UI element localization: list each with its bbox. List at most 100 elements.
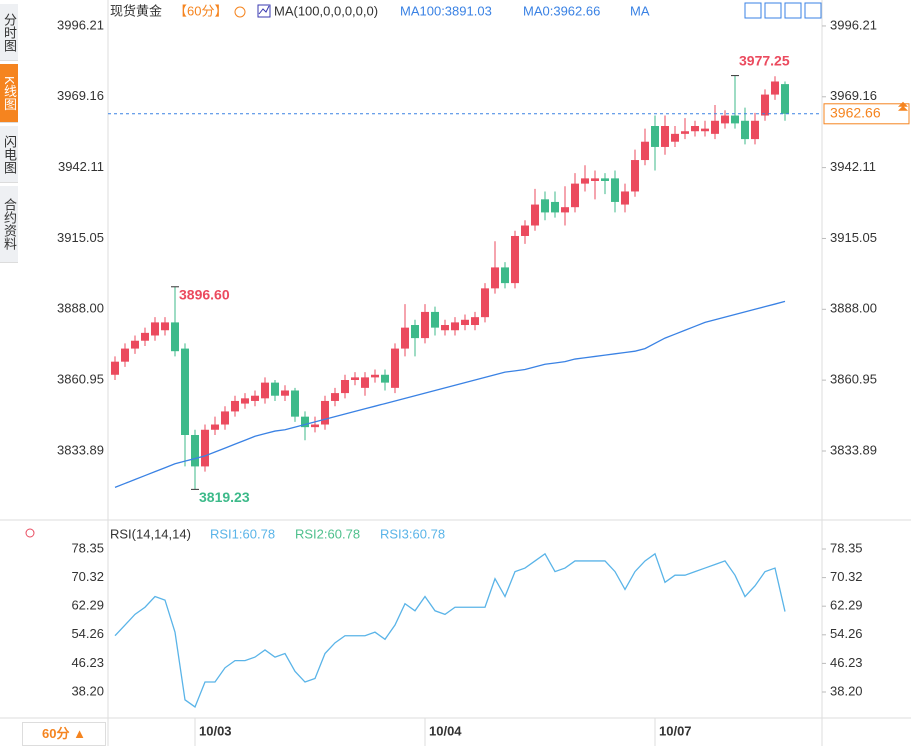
candle-body: [461, 319, 469, 326]
y-tick-label: 3942.11: [830, 159, 876, 174]
y-tick-label: 54.26: [71, 626, 104, 641]
y-tick-label: 3860.95: [57, 372, 104, 387]
candle-body: [761, 94, 769, 116]
candle-body: [271, 382, 279, 396]
y-tick-label: 3860.95: [830, 372, 877, 387]
candle-body: [661, 126, 669, 147]
candle-body: [391, 348, 399, 388]
y-tick-label: 3942.11: [58, 159, 104, 174]
candle-body: [261, 382, 269, 399]
candle-body: [521, 225, 529, 236]
indicator: MA(100,0,0,0,0,0): [274, 3, 378, 18]
rsi-title: RSI(14,14,14): [110, 526, 191, 541]
y-tick-label: 3996.21: [57, 17, 104, 32]
y-tick-label: 62.29: [830, 598, 863, 613]
y-tick-label: 38.20: [830, 683, 863, 698]
candle-body: [171, 322, 179, 352]
candle-body: [771, 81, 779, 95]
y-tick-label: 70.32: [830, 569, 863, 584]
candle-body: [221, 411, 229, 425]
candle-body: [501, 267, 509, 284]
y-tick-label: 3915.05: [830, 230, 877, 245]
y-tick-label: 38.20: [71, 683, 104, 698]
candle-body: [181, 348, 189, 435]
price-box: [823, 103, 910, 125]
legend-entry: RSI2:60.78: [295, 526, 360, 541]
candle-body: [731, 115, 739, 124]
candle-body: [371, 374, 379, 378]
candle-body: [401, 327, 409, 349]
add-icon[interactable]: [234, 6, 246, 18]
y-tick-label: 78.35: [830, 540, 863, 555]
candle-body: [361, 377, 369, 388]
legend-entry: MA100:3891.03: [400, 3, 492, 18]
candle-body: [611, 178, 619, 202]
annotation: 3977.25: [739, 52, 790, 68]
candle-body: [511, 235, 519, 284]
tool-button[interactable]: [804, 2, 822, 19]
candle-body: [121, 348, 129, 362]
candle-body: [211, 424, 219, 430]
candle-body: [561, 207, 569, 213]
candle-body: [691, 126, 699, 132]
y-tick-label: 3888.00: [830, 301, 877, 316]
candle-body: [721, 115, 729, 124]
tab[interactable]: 闪电图: [0, 126, 18, 183]
candle-body: [241, 398, 249, 404]
candle-body: [711, 120, 719, 134]
candle-body: [541, 199, 549, 213]
candle-body: [111, 361, 119, 375]
candle-body: [431, 311, 439, 328]
candle-body: [141, 332, 149, 341]
y-tick-label: 3969.16: [830, 88, 877, 103]
candle-body: [681, 131, 689, 134]
y-tick-label: 70.32: [71, 569, 104, 584]
chart-title: 现货黄金: [110, 3, 162, 18]
candle-body: [701, 128, 709, 132]
period: 【60分】: [174, 3, 227, 18]
candle-body: [381, 374, 389, 383]
tab[interactable]: K线图: [0, 64, 18, 123]
ma-line: [114, 300, 786, 488]
period-button[interactable]: 60分 ▲: [22, 722, 106, 746]
candle-body: [321, 400, 329, 425]
candle-body: [341, 380, 349, 394]
candle-body: [231, 400, 239, 412]
candle-body: [751, 120, 759, 140]
settings-icon[interactable]: [25, 528, 35, 538]
y-tick-label: 3969.16: [57, 88, 104, 103]
y-tick-label: 54.26: [830, 626, 863, 641]
tool-button[interactable]: [744, 2, 762, 19]
candle-body: [491, 267, 499, 289]
legend-entry: MA0:3962.66: [523, 3, 600, 18]
candle-body: [571, 183, 579, 208]
x-tick-label: 10/03: [199, 723, 232, 738]
candle-body: [151, 322, 159, 336]
tab[interactable]: 合约资料: [0, 186, 18, 263]
candle-body: [421, 311, 429, 339]
price-label: 3962.66: [830, 105, 881, 121]
rsi-line: [114, 552, 786, 708]
candle-body: [161, 322, 169, 331]
tool-button[interactable]: [784, 2, 802, 19]
candle-body: [531, 204, 539, 226]
candle-body: [581, 178, 589, 184]
candle-body: [311, 424, 319, 428]
candle-body: [631, 160, 639, 192]
candle-body: [641, 141, 649, 161]
y-tick-label: 46.23: [71, 655, 104, 670]
ma-icon: [257, 4, 271, 18]
tab[interactable]: 分时图: [0, 4, 18, 61]
candle-body: [281, 390, 289, 396]
tool-button[interactable]: [764, 2, 782, 19]
candle-body: [441, 325, 449, 331]
candle-body: [451, 322, 459, 331]
candle-body: [591, 178, 599, 181]
y-tick-label: 3915.05: [57, 230, 104, 245]
candle-body: [351, 377, 359, 381]
candle-body: [621, 191, 629, 205]
candle-body: [601, 178, 609, 181]
y-tick-label: 3888.00: [57, 301, 104, 316]
